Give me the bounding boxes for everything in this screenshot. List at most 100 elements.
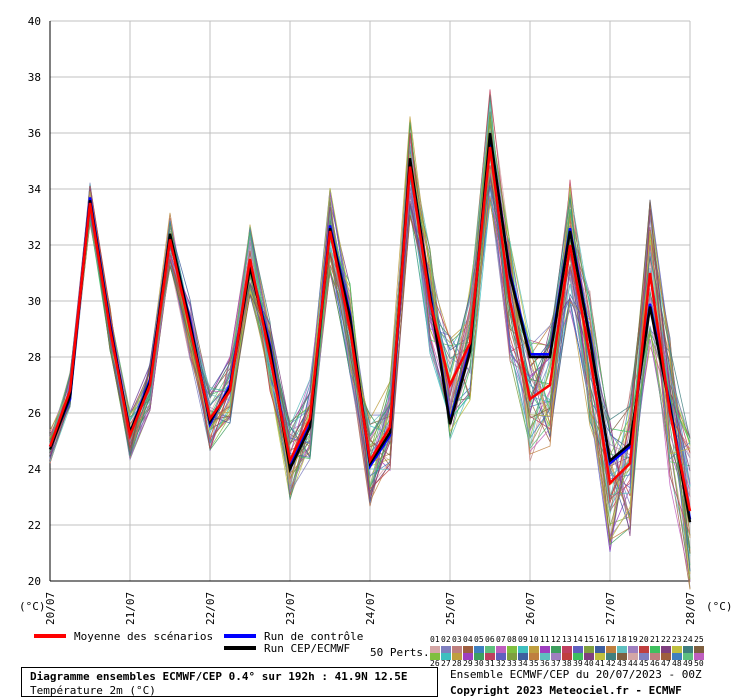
member-swatch <box>628 646 638 653</box>
member-number: 03 <box>452 635 462 644</box>
member-number: 16 <box>595 635 605 644</box>
member-number: 42 <box>606 659 616 668</box>
member-number: 08 <box>507 635 517 644</box>
member-number: 01 <box>430 635 440 644</box>
legend-label-cep: Run CEP/ECMWF <box>264 642 351 655</box>
member-swatch <box>562 646 572 653</box>
member-swatch <box>617 646 627 653</box>
member-number: 28 <box>452 659 462 668</box>
member-number: 02 <box>441 635 451 644</box>
member-swatch <box>562 653 572 660</box>
member-number: 47 <box>661 659 671 668</box>
member-swatch <box>661 646 671 653</box>
y-tick-label: 40 <box>28 15 41 28</box>
y-tick-label: 22 <box>28 519 41 532</box>
copyright: Copyright 2023 Meteociel.fr - ECMWF <box>450 684 682 697</box>
member-swatch <box>452 653 462 660</box>
member-swatch <box>529 653 539 660</box>
title-box: Diagramme ensembles ECMWF/CEP 0.4° sur 1… <box>21 667 438 697</box>
x-tick-label: 21/07 <box>124 592 137 625</box>
perturbation-color-grid: 01 02 03 04 05 06 07 08 09 10 11 12 13 14 15 16 17 18 19 20… <box>430 635 705 668</box>
member-number: 45 <box>639 659 649 668</box>
legend-swatch-control <box>224 634 256 638</box>
member-swatch <box>573 653 583 660</box>
main-series-lines <box>48 132 692 523</box>
member-number: 25 <box>694 635 704 644</box>
legend-swatch-mean <box>34 634 66 638</box>
member-swatch <box>650 646 660 653</box>
member-number: 49 <box>683 659 693 668</box>
member-number: 29 <box>463 659 473 668</box>
y-tick-label: 20 <box>28 575 41 588</box>
member-number: 21 <box>650 635 660 644</box>
member-number: 36 <box>540 659 550 668</box>
member-swatch <box>628 653 638 660</box>
member-number: 37 <box>551 659 561 668</box>
member-swatch <box>496 646 506 653</box>
member-swatch <box>485 646 495 653</box>
y-tick-label: 26 <box>28 407 41 420</box>
member-swatch <box>650 653 660 660</box>
member-swatch <box>507 646 517 653</box>
member-swatch <box>606 646 616 653</box>
member-swatch <box>694 653 704 660</box>
member-swatch <box>540 653 550 660</box>
member-number: 06 <box>485 635 495 644</box>
member-number: 07 <box>496 635 506 644</box>
y-tick-labels: 20 22 24 26 28 30 32 34 36 38 40 <box>28 15 42 588</box>
x-tick-label: 28/07 <box>684 592 697 625</box>
member-swatch <box>584 646 594 653</box>
member-number: 19 <box>628 635 638 644</box>
x-tick-label: 23/07 <box>284 592 297 625</box>
series-line-0 <box>48 146 692 512</box>
member-swatch <box>452 646 462 653</box>
member-number: 32 <box>496 659 506 668</box>
member-number: 48 <box>672 659 682 668</box>
member-swatch <box>507 653 517 660</box>
member-number: 46 <box>650 659 660 668</box>
member-swatch <box>573 646 583 653</box>
member-number: 31 <box>485 659 495 668</box>
member-swatch <box>529 646 539 653</box>
legend-label-mean: Moyenne des scénarios <box>74 630 214 643</box>
member-swatch <box>694 646 704 653</box>
x-tick-label: 22/07 <box>204 592 217 625</box>
member-swatch <box>595 646 605 653</box>
member-number: 14 <box>573 635 583 644</box>
legend-label-control: Run de contrôle <box>264 630 364 643</box>
member-number: 27 <box>441 659 451 668</box>
member-swatch <box>474 646 484 653</box>
member-swatch <box>551 653 561 660</box>
y-unit-right: (°C) <box>706 600 733 613</box>
member-swatch <box>672 653 682 660</box>
member-number: 18 <box>617 635 627 644</box>
x-tick-label: 26/07 <box>524 592 537 625</box>
member-number: 26 <box>430 659 440 668</box>
member-number: 22 <box>661 635 671 644</box>
member-number: 04 <box>463 635 473 644</box>
y-tick-label: 28 <box>28 351 41 364</box>
member-swatch <box>639 646 649 653</box>
member-number: 12 <box>551 635 561 644</box>
member-swatch <box>463 646 473 653</box>
x-tick-label: 24/07 <box>364 592 377 625</box>
member-number: 41 <box>595 659 605 668</box>
member-number: 43 <box>617 659 627 668</box>
member-swatch <box>496 653 506 660</box>
y-tick-label: 34 <box>28 183 42 196</box>
x-tick-label: 25/07 <box>444 592 457 625</box>
member-swatch <box>474 653 484 660</box>
member-swatch <box>463 653 473 660</box>
x-tick-labels: 20/07 21/07 22/07 23/07 24/07 25/07 26/07 27/07… <box>44 592 697 625</box>
member-swatch <box>441 653 451 660</box>
member-swatch <box>661 653 671 660</box>
member-number: 34 <box>518 659 528 668</box>
member-number: 20 <box>639 635 649 644</box>
member-number: 50 <box>694 659 704 668</box>
member-swatch <box>683 646 693 653</box>
member-number: 35 <box>529 659 539 668</box>
member-number: 13 <box>562 635 572 644</box>
member-swatch <box>540 646 550 653</box>
member-swatch <box>639 653 649 660</box>
member-swatch <box>430 653 440 660</box>
